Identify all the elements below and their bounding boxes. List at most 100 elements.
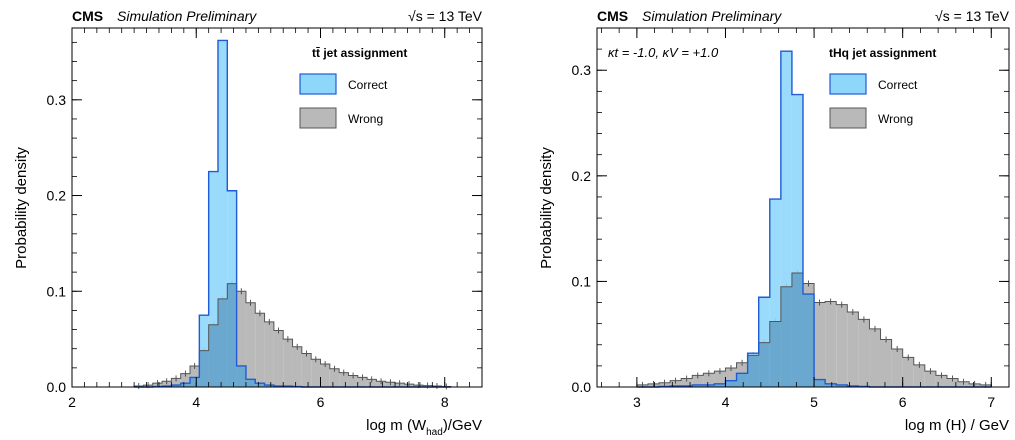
wrong-bar <box>814 302 826 387</box>
right-plot-frame <box>596 27 1010 388</box>
legend-correct-swatch <box>829 73 867 95</box>
correct-bar <box>208 171 218 387</box>
x-tick-label: 3 <box>633 394 641 410</box>
left-plot-area: 2 4 6 8 0.0 0.1 0.2 0.3 <box>47 28 483 410</box>
overlap-bar <box>714 383 726 387</box>
wrong-bar <box>714 371 726 387</box>
wrong-bar <box>913 364 925 387</box>
right-y-axis-title: Probability density <box>538 147 555 269</box>
overlap-bar <box>736 373 748 387</box>
x-tick-label: 6 <box>317 394 325 410</box>
wrong-bar <box>681 378 693 387</box>
wrong-bar <box>180 373 191 387</box>
legend-wrong-label: Wrong <box>348 112 383 126</box>
status-label: Simulation Preliminary <box>642 8 782 24</box>
correct-bar <box>780 51 792 388</box>
overlap-bar <box>255 383 265 387</box>
wrong-bar <box>703 373 715 387</box>
wrong-bar <box>171 378 181 387</box>
wrong-bar <box>320 364 330 387</box>
wrong-bar <box>190 365 200 387</box>
legend-wrong-swatch <box>299 107 337 129</box>
overlap-bar <box>236 365 246 387</box>
overlap-bar <box>264 385 274 387</box>
wrong-bar <box>292 346 302 387</box>
overlap-bar <box>836 384 848 387</box>
overlap-bar <box>747 355 759 387</box>
wrong-bar <box>329 368 340 387</box>
overlap-bar <box>190 377 200 387</box>
wrong-bar <box>245 302 256 387</box>
overlap-bar <box>171 385 181 387</box>
wrong-bar <box>725 367 737 387</box>
correct-outline <box>134 39 451 388</box>
left-plot-frame <box>71 27 483 388</box>
correct-bar <box>758 297 770 387</box>
right-plot-area: 3 4 5 6 7 0.0 0.1 0.2 0.3 <box>572 27 1010 410</box>
wrong-bar <box>236 291 246 387</box>
correct-bar <box>791 94 803 387</box>
wrong-bar <box>836 304 848 387</box>
wrong-bar <box>946 378 959 387</box>
overlap-bar <box>703 384 715 387</box>
correct-outline <box>636 50 992 388</box>
overlap-bar <box>803 294 815 387</box>
correct-bar <box>217 40 228 387</box>
left-y-axis-title: Probability density <box>13 147 30 269</box>
wrong-bar <box>858 319 870 387</box>
legend-correct-label: Correct <box>348 78 388 92</box>
overlap-bar <box>814 379 826 387</box>
overlap-bar <box>208 324 218 387</box>
y-tick-label: 0.0 <box>47 379 67 395</box>
overlap-bar <box>199 350 209 387</box>
y-tick-label: 0.1 <box>572 273 592 289</box>
right-x-axis-title: log m (H) / GeV <box>905 417 1009 434</box>
wrong-bar <box>891 348 903 387</box>
energy-label: √s = 13 TeV <box>408 8 483 24</box>
y-tick-label: 0.0 <box>572 379 592 395</box>
kappa-label: κt = -1.0, κV = +1.0 <box>608 45 719 60</box>
wrong-bar <box>902 357 914 387</box>
wrong-bar <box>670 380 682 387</box>
overlap-bar <box>180 383 191 387</box>
legend-correct-swatch <box>299 73 337 95</box>
wrong-outline <box>636 272 992 387</box>
wrong-bar <box>339 372 349 387</box>
legend-wrong-label: Wrong <box>878 112 913 126</box>
status-label: Simulation Preliminary <box>117 8 257 24</box>
legend-title: tt̄ jet assignment <box>312 46 407 60</box>
wrong-bar <box>880 339 892 387</box>
overlap-bar <box>692 384 704 387</box>
legend-correct-label: Correct <box>878 78 918 92</box>
wrong-bar <box>825 301 837 387</box>
wrong-bar <box>367 379 377 387</box>
wrong-bar <box>264 321 274 387</box>
wrong-bar <box>847 312 859 387</box>
x-tick-label: 8 <box>441 394 449 410</box>
overlap-bar <box>758 342 770 387</box>
x-tick-label: 4 <box>192 394 200 410</box>
y-tick-label: 0.2 <box>47 188 67 204</box>
overlap-bar <box>769 321 781 387</box>
legend-title: tHq jet assignment <box>829 46 936 60</box>
x-tick-label: 4 <box>722 394 730 410</box>
wrong-bar <box>869 328 881 387</box>
experiment-label: CMS <box>72 8 103 24</box>
wrong-bar <box>273 330 284 387</box>
wrong-bar <box>357 377 368 387</box>
correct-bar <box>769 199 781 387</box>
x-tick-label: 6 <box>899 394 907 410</box>
right-panel: CMS Simulation Preliminary √s = 13 TeV 3… <box>538 8 1010 434</box>
wrong-bar <box>935 375 947 387</box>
x-tick-label: 5 <box>810 394 818 410</box>
wrong-outline <box>133 283 452 388</box>
wrong-bar <box>924 371 936 387</box>
experiment-label: CMS <box>597 8 628 24</box>
legend-wrong-swatch <box>829 107 867 129</box>
wrong-bar <box>348 375 358 387</box>
overlap-bar <box>825 383 837 387</box>
x-tick-label: 7 <box>987 394 995 410</box>
overlap-bar <box>780 286 792 387</box>
overlap-bar <box>791 272 803 387</box>
